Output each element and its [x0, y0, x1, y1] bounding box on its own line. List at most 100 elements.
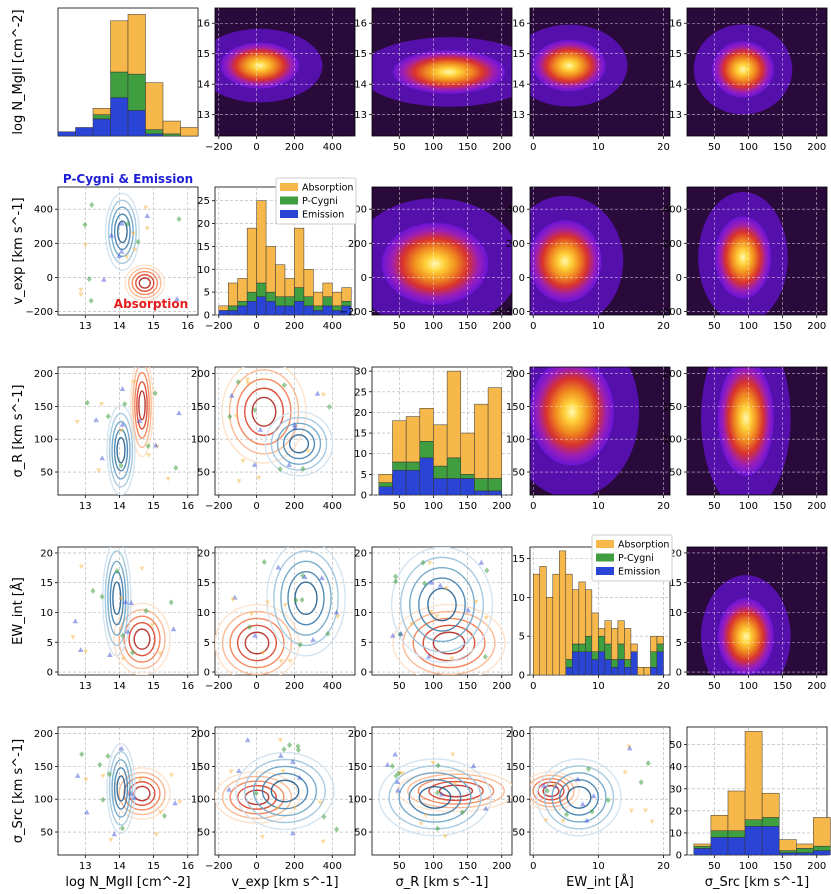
row2-col2-bar-absorption	[294, 227, 305, 288]
row4-col5-frame	[686, 546, 828, 676]
row5-col2-frame	[214, 726, 356, 856]
row5-col1-absorption-contour	[118, 771, 166, 816]
row3-col2-emission-point	[291, 421, 298, 427]
row3-col2-xtick-label: −200	[205, 501, 232, 512]
row1-col1-bar-absorption	[162, 120, 181, 135]
row2-col1-pcygni-point	[176, 216, 182, 223]
row5-col3-xtick-label: 50	[393, 861, 406, 872]
row5-col2-pcygni-point	[281, 746, 287, 753]
panel-row2-col3: 50 100 150 200 −200 0 200 400	[340, 186, 513, 332]
row4-col4-bar-emission	[611, 666, 619, 676]
row5-col4-absorption-point	[560, 819, 566, 824]
row3-col1-xtick-label: 15	[147, 501, 160, 512]
row2-col1-emission-point	[108, 232, 115, 238]
row3-col2-emission-contour	[282, 428, 316, 460]
row4-col4-bar-emission	[650, 666, 658, 676]
annotation-pcygni-emission: P-Cygni & Emission	[63, 172, 193, 186]
legend-label: Emission	[618, 567, 660, 578]
row3-col1-pcygni-point	[105, 413, 111, 420]
row-ylabel: σ_Src [km s^-1]	[11, 739, 26, 843]
row3-col3-bar-absorption	[474, 403, 489, 479]
row3-col3-ytick-label: 20	[354, 408, 367, 419]
axis-labels-layer: log N_MgII [cm^-2] v_exp [km s^-1] σ_R [km…	[10, 9, 809, 890]
row2-col1-absorption-point	[78, 292, 84, 298]
row5-col3-emission-contour	[408, 779, 462, 816]
row5-col1-absorption-point	[177, 800, 183, 805]
row1-col2-ytick-label: 14	[197, 80, 210, 91]
row4-col3-ytick-label: 5	[361, 638, 367, 649]
row3-col3-bar-emission	[460, 478, 475, 496]
row5-col3-xtick-label: 150	[458, 861, 477, 872]
row2-col1-pcygni-point	[135, 238, 141, 245]
row3-col4-xtick-label: 10	[592, 501, 605, 512]
row4-col1-emission-point	[77, 647, 84, 653]
row3-col3-ytick-label: 25	[354, 387, 367, 398]
row2-col1-ytick-label: −200	[26, 307, 53, 318]
row2-col5-ytick-label: 0	[676, 273, 682, 284]
row5-col2-absorption-point	[228, 769, 234, 775]
row5-col5-ytick-label: 30	[669, 784, 682, 795]
row5-col3-absorption-point	[418, 821, 424, 826]
row1-col1-bar-emission	[75, 127, 94, 137]
row5-col5-bar-pcygni	[693, 845, 712, 849]
row5-col3-absorption-point	[442, 834, 448, 839]
row4-col4-bar-absorption	[643, 666, 651, 676]
row5-col5-ytick-label: 40	[669, 762, 682, 773]
row4-col2-emission-contour	[280, 560, 332, 636]
row2-col3-xtick-label: 150	[458, 321, 477, 332]
row2-col2-bar-absorption	[275, 264, 286, 297]
row4-col2-emission-point	[302, 574, 308, 580]
row3-col2-ytick-label: 150	[191, 402, 210, 413]
row3-col4-core	[530, 367, 614, 466]
row2-col1-emission-contour	[107, 199, 137, 264]
row4-col4-bar-absorption	[572, 589, 580, 645]
row4-col1-absorption-contour	[118, 609, 166, 670]
row4-col1-ytick-label: 10	[40, 608, 53, 619]
row2-col1-absorption-point	[83, 243, 89, 248]
row2-col1-emission-contour	[104, 192, 140, 271]
row4-col1-absorption-point	[118, 596, 124, 601]
row5-col4-emission-contour	[558, 779, 600, 816]
row2-col2-bar-pcygni	[227, 305, 238, 311]
panel-row4-col4: 0 10 20 0 5 10 15	[512, 546, 671, 692]
row5-col5-bar-emission	[744, 826, 763, 856]
row2-col2-bar-absorption	[284, 278, 295, 297]
row1-col1-bar-emission	[127, 110, 146, 137]
row5-col4-absorption-point	[649, 819, 655, 825]
panel-row4-col1: 13 14 15 16 0 5 10 15 20	[40, 546, 199, 692]
row5-col2-pcygni-point	[253, 790, 259, 797]
row-ylabel: EW_int [Å]	[10, 577, 26, 645]
row1-col2-density	[215, 8, 355, 136]
row1-col3-core	[393, 50, 505, 94]
row4-col2-pcygni-point	[297, 641, 303, 648]
row3-col1-ytick-label: 200	[34, 369, 53, 380]
row5-col2-emission-contour	[244, 758, 326, 824]
row3-col2-emission-point	[251, 461, 258, 467]
row4-col5-ytick-label: 15	[669, 578, 682, 589]
row1-col5-core	[712, 41, 774, 98]
row3-col1-absorption-contour	[132, 367, 152, 449]
row3-col1-emission-point	[99, 455, 106, 461]
row1-col5-ytick-label: 14	[669, 80, 682, 91]
row2-col1-pcygni-point	[86, 275, 92, 282]
panel-row1-col4: 0 10 20 13 14 15 16	[512, 7, 671, 153]
row5-col3-emission-point	[395, 787, 401, 793]
row5-col3-absorption-contour	[428, 780, 484, 802]
row1-col5-xtick-label: 100	[739, 142, 758, 153]
row4-col4-bar-pcygni	[565, 659, 573, 668]
row4-col3-ytick-label: 10	[354, 608, 367, 619]
row2-col3-ytick-label: 0	[361, 273, 367, 284]
col-xlabel: σ_Src [km s^-1]	[705, 875, 809, 890]
row3-col2-xtick-label: 0	[253, 501, 259, 512]
row2-col2-xtick-label: 200	[285, 321, 304, 332]
row4-col4-ytick-label: 0	[519, 671, 525, 682]
row4-col2-frame	[214, 546, 356, 676]
row3-col1-absorption-point	[118, 428, 124, 434]
row2-col2-bar-pcygni	[275, 296, 286, 307]
row5-col1-absorption-contour	[133, 785, 151, 802]
row5-col3-ytick-label: 100	[348, 795, 367, 806]
row5-col3-absorption-point	[423, 813, 429, 819]
row1-col3-ytick-label: 16	[354, 19, 367, 30]
row3-col3-bar-absorption	[392, 420, 407, 463]
row4-col4-bar-absorption	[598, 628, 606, 637]
